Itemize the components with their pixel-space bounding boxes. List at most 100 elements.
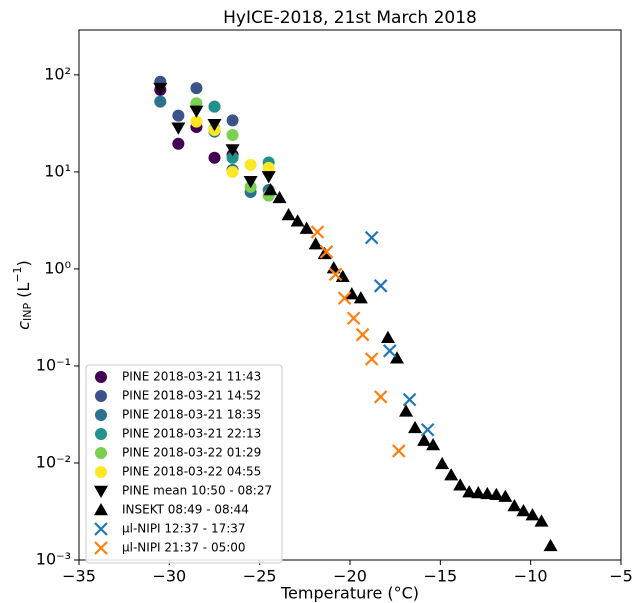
x-tick-label: −25 bbox=[243, 567, 277, 586]
y-label-part: −1 bbox=[11, 266, 24, 282]
point bbox=[226, 165, 239, 178]
x-tick-label: −5 bbox=[609, 567, 633, 586]
legend-box bbox=[85, 364, 283, 564]
legend-marker bbox=[94, 485, 108, 498]
point bbox=[489, 487, 504, 501]
legend-label: PINE 2018-03-21 18:35 bbox=[122, 408, 261, 422]
point bbox=[373, 279, 388, 293]
point bbox=[208, 100, 221, 113]
point bbox=[154, 95, 167, 108]
chart-title: HyICE-2018, 21st March 2018 bbox=[223, 8, 477, 28]
point bbox=[226, 151, 239, 164]
y-label-part: c bbox=[14, 321, 33, 330]
point bbox=[272, 190, 287, 204]
legend-marker bbox=[95, 390, 107, 402]
y-tick-label: 10⁻² bbox=[36, 452, 71, 471]
point bbox=[263, 183, 278, 196]
y-tick-label: 10⁻¹ bbox=[36, 355, 71, 374]
point bbox=[420, 422, 435, 437]
legend-label: PINE mean 10:50 - 08:27 bbox=[122, 484, 272, 498]
x-tick-label: −10 bbox=[514, 567, 548, 586]
y-axis-label: cINP (L−1) bbox=[11, 260, 34, 330]
point bbox=[408, 420, 423, 434]
y-label-part: (L bbox=[14, 283, 33, 303]
point bbox=[353, 291, 368, 304]
point bbox=[525, 508, 540, 521]
point bbox=[319, 245, 334, 259]
x-axis-label: Temperature (°C) bbox=[280, 584, 419, 603]
point bbox=[426, 438, 441, 451]
point bbox=[244, 158, 257, 171]
legend-label: PINE 2018-03-22 01:29 bbox=[122, 446, 261, 460]
point bbox=[261, 171, 276, 184]
point bbox=[281, 207, 296, 221]
y-label-part: INP bbox=[21, 303, 34, 321]
point bbox=[172, 109, 185, 122]
point bbox=[153, 82, 168, 96]
point bbox=[399, 404, 414, 417]
point bbox=[346, 311, 361, 326]
point bbox=[308, 237, 323, 250]
y-tick-label: 10⁻³ bbox=[36, 550, 71, 569]
point bbox=[507, 499, 522, 512]
point bbox=[389, 351, 404, 364]
point bbox=[373, 390, 388, 404]
x-tick-label: −30 bbox=[152, 567, 186, 586]
x-tick-label: −35 bbox=[62, 567, 96, 586]
point bbox=[543, 538, 558, 552]
point bbox=[290, 214, 305, 227]
point bbox=[516, 503, 531, 517]
point bbox=[364, 230, 379, 245]
point bbox=[208, 151, 221, 164]
legend-label: PINE 2018-03-21 22:13 bbox=[122, 427, 261, 441]
legend-marker bbox=[94, 503, 108, 516]
point bbox=[402, 392, 417, 407]
point bbox=[171, 122, 186, 135]
point bbox=[328, 267, 343, 282]
point bbox=[190, 115, 203, 128]
point bbox=[225, 144, 240, 157]
legend-label: PINE 2018-03-22 04:55 bbox=[122, 465, 261, 479]
y-tick-label: 10⁰ bbox=[44, 258, 71, 277]
legend-label: µl-NIPI 21:37 - 05:00 bbox=[122, 541, 246, 555]
legend-label: µl-NIPI 12:37 - 17:37 bbox=[122, 522, 246, 536]
point bbox=[337, 291, 352, 305]
point bbox=[172, 137, 185, 150]
point bbox=[344, 287, 359, 300]
y-tick-label: 10¹ bbox=[44, 161, 71, 180]
legend-marker bbox=[95, 409, 107, 421]
legend: PINE 2018-03-21 11:43 PINE 2018-03-21 14:… bbox=[85, 364, 283, 564]
legend-marker bbox=[94, 541, 108, 555]
legend-marker bbox=[95, 447, 107, 459]
legend-marker bbox=[95, 371, 107, 383]
point bbox=[462, 485, 477, 498]
point bbox=[262, 161, 275, 174]
legend-label: INSEKT 08:49 - 08:44 bbox=[122, 503, 249, 517]
x-tick-label: −15 bbox=[423, 567, 457, 586]
y-label-part: ) bbox=[14, 260, 33, 266]
point bbox=[498, 489, 513, 502]
x-tick-label: −20 bbox=[333, 567, 367, 586]
point bbox=[435, 456, 450, 470]
point bbox=[243, 176, 258, 189]
point bbox=[364, 352, 379, 366]
point bbox=[480, 486, 495, 500]
legend-label: PINE 2018-03-21 11:43 bbox=[122, 370, 261, 384]
y-tick-label: 10² bbox=[44, 64, 71, 83]
legend-marker bbox=[95, 428, 107, 440]
point bbox=[226, 114, 239, 127]
point bbox=[534, 514, 549, 527]
point bbox=[355, 327, 370, 342]
point bbox=[299, 221, 314, 234]
point bbox=[444, 468, 459, 481]
point bbox=[382, 344, 397, 358]
point bbox=[417, 433, 432, 446]
point bbox=[310, 225, 325, 239]
legend-marker bbox=[95, 466, 107, 478]
point bbox=[207, 118, 222, 132]
point bbox=[380, 330, 395, 344]
legend-marker bbox=[94, 522, 108, 536]
point bbox=[392, 444, 406, 458]
point bbox=[226, 129, 239, 142]
